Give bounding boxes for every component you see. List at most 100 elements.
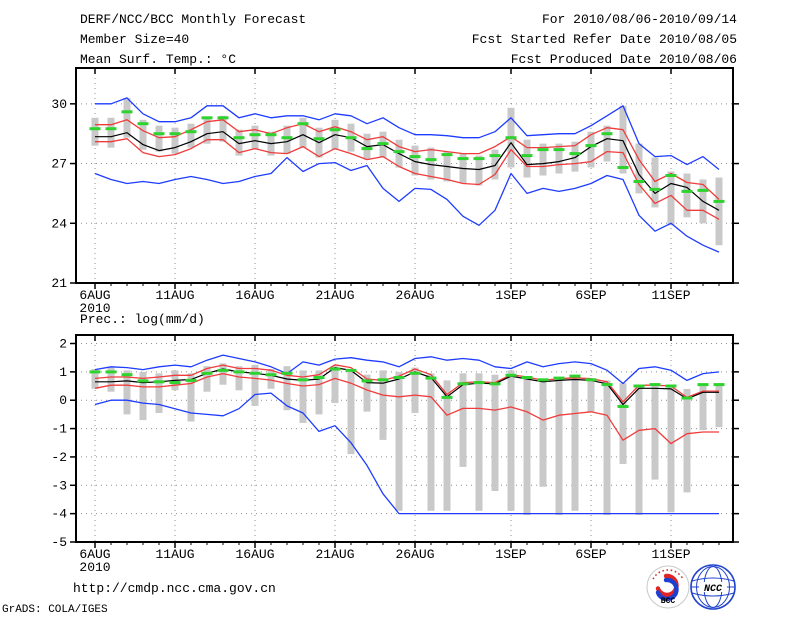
ensemble-spread-bar — [523, 139, 531, 178]
x-tick-label: 26AUG — [395, 288, 434, 303]
x-tick-label: 21AUG — [315, 288, 354, 303]
green-dash-reference — [377, 378, 389, 382]
green-dash-reference — [441, 153, 453, 157]
ensemble-spread-bar — [299, 117, 307, 148]
ensemble-spread-bar — [363, 374, 371, 412]
ensemble-spread-bar — [667, 387, 675, 513]
green-dash-reference — [169, 381, 181, 385]
y-tick-label: 21 — [51, 276, 67, 291]
ensemble-spread-bar — [603, 125, 611, 162]
ensemble-spread-bar — [299, 370, 307, 423]
green-dash-reference — [713, 383, 725, 387]
green-dash-reference — [313, 376, 325, 379]
ensemble-spread-bar — [187, 373, 195, 422]
ensemble-spread-bar — [347, 371, 355, 455]
x-tick-label: 6AUG — [79, 547, 110, 562]
x-tick-label: 21AUG — [315, 547, 354, 562]
green-dash-reference — [153, 132, 165, 136]
green-dash-reference — [313, 137, 325, 141]
ensemble-spread-bar — [715, 383, 723, 428]
green-dash-reference — [425, 158, 437, 162]
ensemble-spread-bar — [555, 143, 563, 174]
produced-date-label: Fcst Produced Date 2010/08/06 — [511, 52, 737, 67]
ensemble-spread-bar — [155, 125, 163, 152]
y-tick-label: 27 — [51, 157, 67, 172]
green-dash-reference — [153, 380, 165, 384]
x-tick-label: 11SEP — [651, 288, 690, 303]
ensemble-spread-bar — [123, 370, 131, 415]
green-dash-reference — [553, 376, 565, 380]
x-tick-label: 26AUG — [395, 547, 434, 562]
ensemble-spread-bar — [379, 370, 387, 440]
ensemble-spread-bar — [107, 367, 115, 392]
ensemble-spread-bar — [571, 141, 579, 172]
green-dash-reference — [201, 371, 213, 375]
ensemble-spread-bar — [107, 117, 115, 148]
green-dash-reference — [185, 378, 197, 382]
green-dash-reference — [489, 382, 501, 386]
ensemble-spread-bar — [427, 147, 435, 180]
ensemble-spread-bar — [475, 373, 483, 511]
x-tick-label: 11SEP — [651, 547, 690, 562]
series-lower-quartile-red — [95, 138, 720, 220]
bcc-logo-label: BCC — [661, 597, 676, 606]
green-dash-reference — [249, 133, 261, 137]
ensemble-spread-bar — [539, 380, 547, 487]
x-tick-label: 6SEP — [575, 288, 606, 303]
header: DERF/NCC/BCC Monthly Forecast Member Siz… — [80, 12, 737, 67]
green-dash-reference — [345, 368, 357, 372]
green-dash-reference — [585, 144, 597, 148]
x-tick-label: 16AUG — [235, 288, 274, 303]
series-ensemble-max-blue — [94, 354, 720, 385]
ensemble-spread-bar — [331, 366, 339, 404]
bcc-logo-arc-text — [652, 569, 684, 580]
green-dash-reference — [425, 376, 437, 380]
ensemble-spread-bar — [235, 129, 243, 156]
ncc-logo: NCC — [690, 564, 736, 610]
ensemble-spread-bar — [139, 371, 147, 421]
green-dash-reference — [649, 383, 661, 387]
footer: http://cmdp.ncc.cma.gov.cn GrADS: COLA/I… — [2, 564, 736, 616]
green-dash-reference — [537, 378, 549, 382]
ensemble-spread-bar — [651, 383, 659, 480]
green-dash-reference — [665, 384, 677, 388]
green-dash-reference — [121, 110, 133, 114]
green-dash-reference — [265, 133, 277, 137]
ensemble-spread-bar — [635, 143, 643, 194]
green-dash-reference — [281, 371, 293, 375]
series-ensemble-min-blue — [94, 392, 719, 515]
green-dash-reference — [393, 376, 405, 379]
green-dash-reference — [105, 370, 117, 374]
series-ensemble-min-blue — [94, 156, 720, 253]
green-dash-reference — [217, 368, 229, 372]
green-dash-reference — [137, 379, 149, 383]
ensemble-spread-bar — [587, 379, 595, 412]
green-dash-reference — [649, 187, 661, 191]
ensemble-spread-bar — [411, 145, 419, 176]
green-dash-reference — [473, 157, 485, 161]
green-dash-reference — [537, 148, 549, 152]
ensemble-spread-bar — [203, 117, 211, 144]
figure-title: DERF/NCC/BCC Monthly Forecast — [80, 12, 306, 27]
member-size-label: Member Size=40 — [80, 32, 189, 47]
website-url[interactable]: http://cmdp.ncc.cma.gov.cn — [73, 581, 276, 596]
green-dash-reference — [233, 370, 245, 374]
ensemble-spread-bar — [219, 115, 227, 142]
ensemble-spread-bar — [187, 123, 195, 148]
bcc-logo-ring — [646, 565, 690, 609]
green-dash-reference — [441, 395, 453, 399]
green-dash-reference — [681, 396, 693, 400]
temp-chart-title: Mean Surf. Temp.: °C — [80, 52, 236, 67]
ensemble-spread-bar — [491, 374, 499, 491]
x-tick-label: 1SEP — [495, 288, 526, 303]
green-dash-reference — [121, 373, 133, 377]
y-tick-label: 0 — [59, 393, 67, 408]
y-tick-label: 2 — [59, 337, 67, 352]
ensemble-spread-bar — [315, 370, 323, 415]
ensemble-spread-bar — [603, 380, 611, 516]
ensemble-spread-bar — [619, 105, 627, 174]
green-dash-reference — [281, 136, 293, 140]
